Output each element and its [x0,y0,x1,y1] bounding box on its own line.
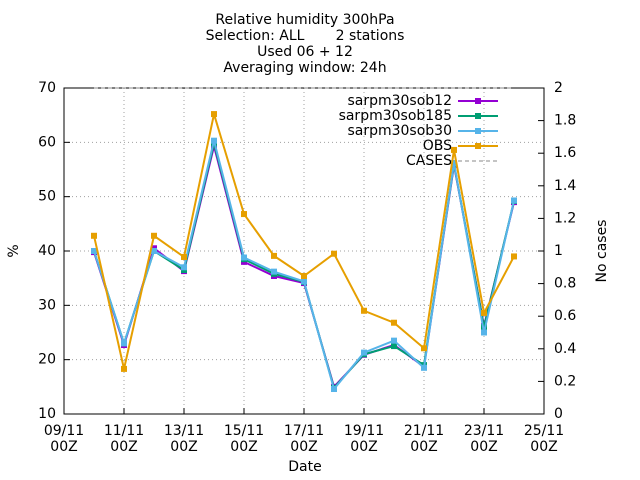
y-axis-label: % [6,244,22,257]
x-tick-label: 13/11 00Z [164,423,204,455]
data-point [271,252,277,259]
data-point [301,272,307,279]
x-tick-label: 15/11 00Z [224,423,264,455]
x-tick-label: 19/11 00Z [344,423,384,455]
x-tick-label: 25/11 00Z [524,423,564,455]
y-tick-label: 70 [38,80,56,96]
data-point [421,345,427,352]
y-tick-label: 10 [38,406,56,422]
data-point [271,268,277,275]
chart-title: Selection: ALL 2 stations [206,28,405,44]
y2-tick-label: 1 [554,243,563,259]
data-point [511,253,517,260]
chart-title: Relative humidity 300hPa [215,12,394,28]
data-point [511,197,517,204]
data-point [211,111,217,118]
data-point [331,250,337,257]
legend-label: sarpm30sob30 [347,123,452,139]
data-point [391,319,397,326]
legend-label: CASES [406,153,452,169]
legend-marker [475,113,481,119]
data-point [361,349,367,356]
data-point [421,364,427,371]
legend-marker [475,128,481,134]
chart-title: Averaging window: 24h [223,60,386,76]
y2-tick-label: 0.6 [554,308,576,324]
x-tick-label: 21/11 00Z [404,423,444,455]
y2-tick-label: 1.8 [554,113,576,129]
x-tick-label: 23/11 00Z [464,423,504,455]
data-point [151,232,157,239]
data-point [451,146,457,153]
data-point [481,329,487,336]
data-point [181,264,187,271]
data-point [241,254,247,261]
legend-marker [475,98,481,104]
y2-tick-label: 1.6 [554,145,576,161]
y2-tick-label: 1.4 [554,178,576,194]
data-point [361,307,367,314]
data-point [241,211,247,218]
y-tick-label: 50 [38,189,56,205]
data-point [121,340,127,347]
x-axis-label: Date [288,459,321,475]
y-tick-label: 30 [38,297,56,313]
y-tick-label: 20 [38,352,56,368]
data-point [151,248,157,254]
data-point [301,278,307,285]
y2-tick-label: 0.2 [554,373,576,389]
y-tick-label: 40 [38,243,56,259]
y2-axis-label: No cases [594,220,610,283]
legend-marker [475,143,481,149]
data-point [391,343,397,350]
x-tick-label: 11/11 00Z [104,423,144,455]
x-tick-label: 09/11 00Z [44,423,84,455]
data-point [121,365,127,372]
legend-label: sarpm30sob185 [339,108,452,124]
y-tick-label: 60 [38,134,56,150]
y2-tick-label: 2 [554,80,563,96]
y2-tick-label: 0 [554,406,563,422]
data-point [451,159,457,166]
data-point [391,337,397,344]
y2-tick-label: 0.4 [554,341,576,357]
data-point [91,248,97,254]
x-tick-label: 17/11 00Z [284,423,324,455]
legend-label: OBS [423,138,452,154]
chart-title: Used 06 + 12 [257,44,353,60]
data-point [481,309,487,316]
data-point [181,253,187,260]
data-point [91,232,97,239]
data-point [331,386,337,393]
data-point [211,137,217,144]
y2-tick-label: 1.2 [554,210,576,226]
legend-label: sarpm30sob12 [347,93,452,109]
y2-tick-label: 0.8 [554,276,576,292]
